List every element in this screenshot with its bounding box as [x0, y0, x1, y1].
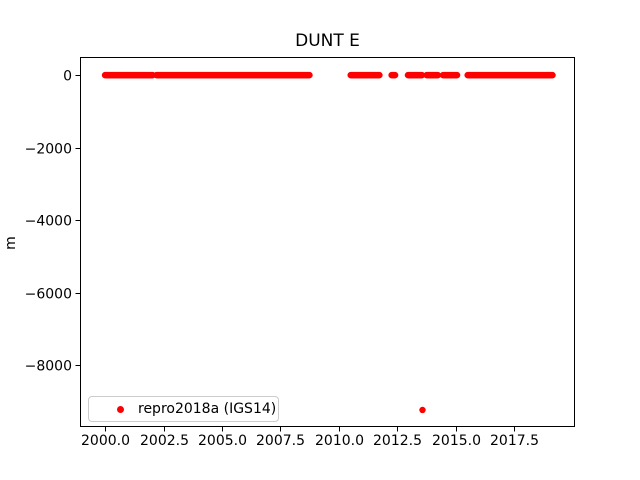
legend-label: repro2018a (IGS14)	[138, 401, 277, 417]
y-axis-ticks: 0 −2000 −4000 −6000 −8000	[25, 69, 80, 375]
y-tick-label: −8000	[25, 359, 72, 375]
y-tick-label: 0	[63, 69, 72, 85]
x-tick-label: 2012.5	[373, 433, 422, 449]
axes-frame	[80, 57, 575, 427]
outlier-point	[419, 406, 426, 414]
x-tick-label: 2017.5	[490, 433, 539, 449]
legend: repro2018a (IGS14)	[88, 396, 279, 422]
x-tick-label: 2010.0	[315, 433, 364, 449]
x-tick-label: 2002.5	[140, 433, 189, 449]
chart-title: DUNT E	[295, 31, 360, 51]
x-tick-label: 2005.0	[198, 433, 247, 449]
data-points	[101, 71, 556, 414]
legend-marker-dot-icon	[117, 405, 124, 413]
y-tick-label: −4000	[25, 214, 72, 230]
x-tick-label: 2007.5	[256, 433, 305, 449]
x-tick-label: 2015.0	[432, 433, 481, 449]
x-axis-ticks: 2000.0 2002.5 2005.0 2007.5 2010.0 2012.5 2015…	[81, 427, 539, 449]
x-tick-label: 2000.0	[81, 433, 130, 449]
y-tick-label: −6000	[25, 287, 72, 303]
y-tick-label: −2000	[25, 142, 72, 158]
